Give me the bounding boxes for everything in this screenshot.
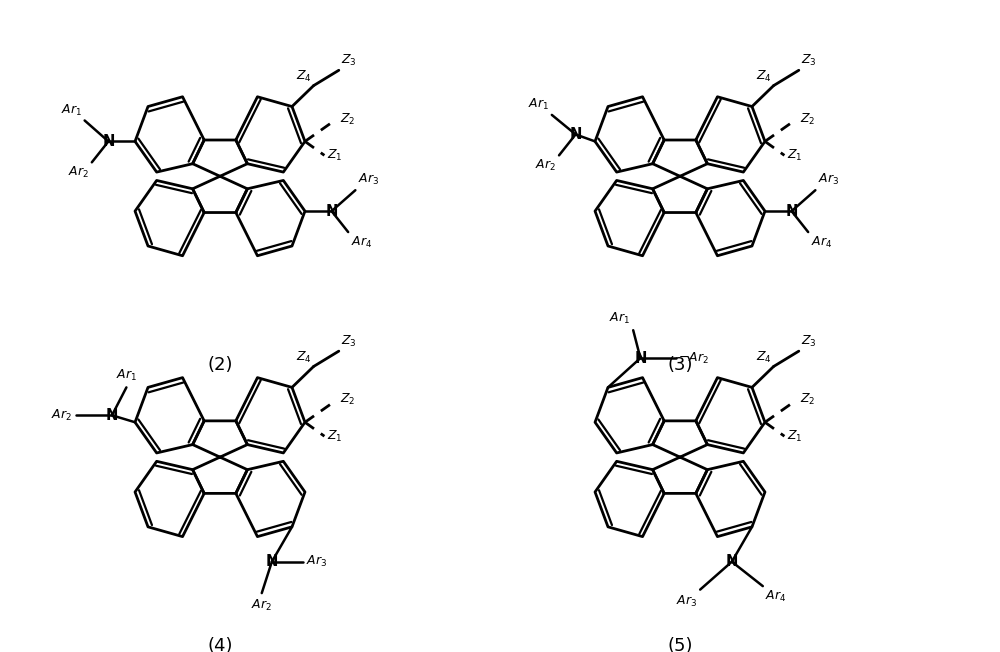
Text: $Z_4$: $Z_4$ [296,68,312,83]
Text: $Ar_2$: $Ar_2$ [535,158,556,173]
Text: $Ar_3$: $Ar_3$ [818,172,840,187]
Text: $Ar_3$: $Ar_3$ [306,554,327,569]
Text: (5): (5) [667,637,693,652]
Text: N: N [569,127,582,142]
Text: $Ar_4$: $Ar_4$ [811,235,833,250]
Text: N: N [102,134,115,149]
Text: $Z_2$: $Z_2$ [340,393,355,408]
Text: (4): (4) [207,637,233,652]
Text: N: N [106,408,118,422]
Text: $Z_4$: $Z_4$ [756,68,772,83]
Text: $Ar_1$: $Ar_1$ [116,368,137,383]
Text: $Z_4$: $Z_4$ [296,349,312,364]
Text: N: N [726,554,738,569]
Text: $Ar_2$: $Ar_2$ [251,598,272,613]
Text: N: N [266,554,278,569]
Text: $Z_2$: $Z_2$ [800,393,815,408]
Text: $Z_3$: $Z_3$ [341,53,357,68]
Text: $Z_3$: $Z_3$ [801,53,817,68]
Text: N: N [325,203,338,218]
Text: $-Ar_2$: $-Ar_2$ [678,351,709,366]
Text: N: N [785,203,798,218]
Text: $Ar_1$: $Ar_1$ [609,311,630,327]
Text: $Z_3$: $Z_3$ [341,334,357,349]
Text: $Ar_2$: $Ar_2$ [51,408,72,423]
Text: $Ar_4$: $Ar_4$ [351,235,373,250]
Text: $Ar_4$: $Ar_4$ [765,589,786,604]
Text: $Z_1$: $Z_1$ [327,428,343,444]
Text: $Z_2$: $Z_2$ [340,111,355,126]
Text: $Ar_1$: $Ar_1$ [61,102,82,117]
Text: $Z_2$: $Z_2$ [800,111,815,126]
Text: (3): (3) [667,356,693,374]
Text: $Ar_1$: $Ar_1$ [528,97,549,112]
Text: $Z_4$: $Z_4$ [756,349,772,364]
Text: $Z_1$: $Z_1$ [787,148,803,163]
Text: $Ar_2$: $Ar_2$ [68,165,89,181]
Text: $Ar_3$: $Ar_3$ [358,172,380,187]
Text: (2): (2) [207,356,233,374]
Text: $Z_1$: $Z_1$ [787,428,803,444]
Text: $Z_3$: $Z_3$ [801,334,817,349]
Text: N: N [634,351,647,366]
Text: $Z_1$: $Z_1$ [327,148,343,163]
Text: $Ar_3$: $Ar_3$ [676,593,697,608]
